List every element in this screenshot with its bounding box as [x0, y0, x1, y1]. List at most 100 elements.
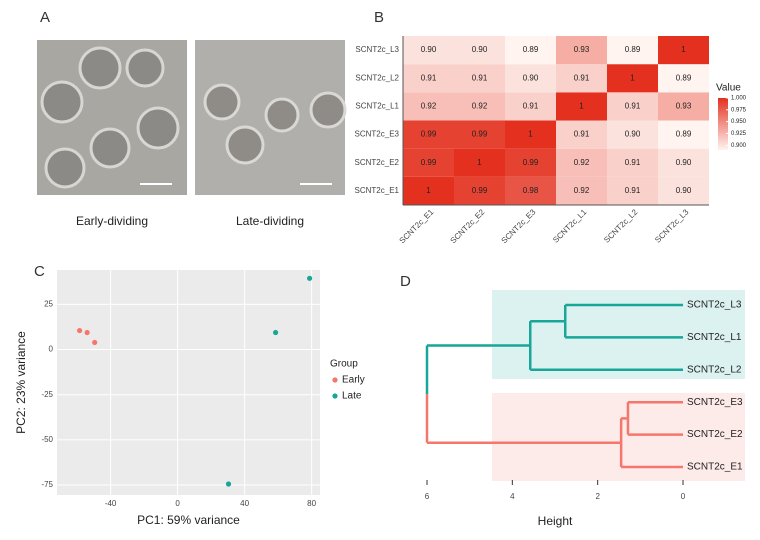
image-caption: Late-dividing [236, 214, 304, 228]
cell-label: 1 [630, 73, 635, 82]
y-tick-label: 25 [44, 299, 53, 308]
y-tick-label: SCNT2c_L3 [355, 45, 399, 54]
x-tick-label: 80 [307, 499, 316, 508]
heatmap-cell [454, 120, 505, 149]
y-tick-label: 0 [49, 345, 54, 354]
colorbar [718, 98, 728, 150]
x-tick-label: 40 [240, 499, 249, 508]
heatmap-cell [658, 92, 709, 121]
cell-label: 0.93 [676, 102, 692, 111]
x-tick-label: SCNT2c_E3 [500, 207, 538, 245]
heatmap-cell [403, 176, 454, 205]
heatmap-cell [505, 120, 556, 149]
cell-label: 0.99 [421, 130, 437, 139]
panel-label: B [374, 9, 384, 26]
cell-label: 1 [426, 186, 431, 195]
point [273, 329, 279, 336]
colorbar-label: 1.000 [731, 96, 747, 102]
cell-label: 0.92 [574, 158, 590, 167]
y-tick-label: SCNT2c_E2 [355, 158, 400, 167]
heatmap-cell [556, 176, 607, 205]
legend-title: Group [330, 359, 358, 370]
heatmap-cell [607, 148, 658, 177]
heatmap-cell [505, 176, 556, 205]
heatmap-cell [454, 36, 505, 65]
cell-label: 0.99 [523, 158, 539, 167]
cell-label: 0.91 [421, 73, 437, 82]
heatmap-cell [454, 148, 505, 177]
cell-label: 0.91 [472, 73, 488, 82]
heatmap-cell [556, 36, 607, 65]
y-tick-label: SCNT2c_L1 [355, 102, 399, 111]
heatmap-cell [403, 92, 454, 121]
leaf-label: SCNT2c_E3 [687, 397, 743, 408]
x-axis-label: Height [538, 514, 573, 528]
heatmap-cell [658, 148, 709, 177]
colorbar-label: 0.925 [731, 131, 747, 137]
legend-label: Late [342, 391, 362, 402]
x-tick-label: SCNT2c_L1 [551, 207, 589, 245]
heatmap-cell [607, 176, 658, 205]
leaf-label: SCNT2c_L2 [687, 364, 742, 375]
point [77, 327, 83, 334]
x-tick-label: 4 [510, 492, 515, 501]
heatmap-cell [454, 92, 505, 121]
y-axis-label: PC2: 23% variance [14, 331, 28, 434]
cell-label: 0.91 [625, 102, 641, 111]
panel-label: A [40, 9, 50, 26]
x-tick-label: 0 [681, 492, 686, 501]
legend-label: Early [342, 375, 365, 386]
micrograph [37, 40, 187, 195]
panel-label: D [400, 273, 411, 290]
colorbar-label: 0.900 [731, 143, 747, 149]
heatmap-cell [607, 64, 658, 93]
cell-label: 0.90 [625, 130, 641, 139]
heatmap-cell [556, 148, 607, 177]
panel-label: C [34, 263, 45, 280]
y-tick-label: -75 [41, 480, 53, 489]
cell-label: 0.89 [523, 45, 539, 54]
heatmap-cell [658, 64, 709, 93]
micrograph [195, 40, 347, 195]
heatmap-cell [556, 64, 607, 93]
x-tick-label: SCNT2c_L3 [653, 207, 691, 245]
cell-label: 0.90 [523, 73, 539, 82]
cell-label: 1 [528, 130, 533, 139]
heatmap-cell [403, 120, 454, 149]
cell-label: 0.92 [574, 186, 590, 195]
leaf-label: SCNT2c_E1 [687, 462, 743, 473]
colorbar-label: 0.975 [731, 107, 747, 113]
heatmap-cell [403, 36, 454, 65]
cell-label: 0.90 [676, 186, 692, 195]
cell-label: 1 [477, 158, 482, 167]
cell-label: 0.93 [574, 45, 590, 54]
x-tick-label: -40 [105, 499, 117, 508]
colorbar-label: 0.950 [731, 119, 747, 125]
cell-label: 0.91 [574, 130, 590, 139]
x-tick-label: SCNT2c_E1 [398, 207, 436, 245]
x-tick-label: 6 [425, 492, 430, 501]
heatmap-cell [403, 148, 454, 177]
heatmap-cell [454, 176, 505, 205]
cell-label: 0.99 [472, 186, 488, 195]
cell-label: 0.91 [523, 102, 539, 111]
cell-label: 0.99 [421, 158, 437, 167]
cell-label: 0.89 [625, 45, 641, 54]
cell-label: 0.99 [472, 130, 488, 139]
leaf-label: SCNT2c_L1 [687, 332, 742, 343]
legend-title: Value [716, 83, 741, 94]
heatmap-cell [607, 36, 658, 65]
heatmap-cell [658, 120, 709, 149]
point [84, 329, 90, 336]
image-caption: Early-dividing [76, 214, 148, 228]
plot-background [57, 270, 320, 495]
cluster-box [492, 393, 745, 481]
cell-label: 0.91 [625, 186, 641, 195]
point [92, 339, 98, 346]
heatmap-cell [505, 148, 556, 177]
point [307, 275, 313, 281]
legend-marker [332, 393, 338, 399]
cell-label: 1 [579, 102, 584, 111]
y-tick-label: -50 [41, 435, 53, 444]
cell-label: 0.98 [523, 186, 539, 195]
